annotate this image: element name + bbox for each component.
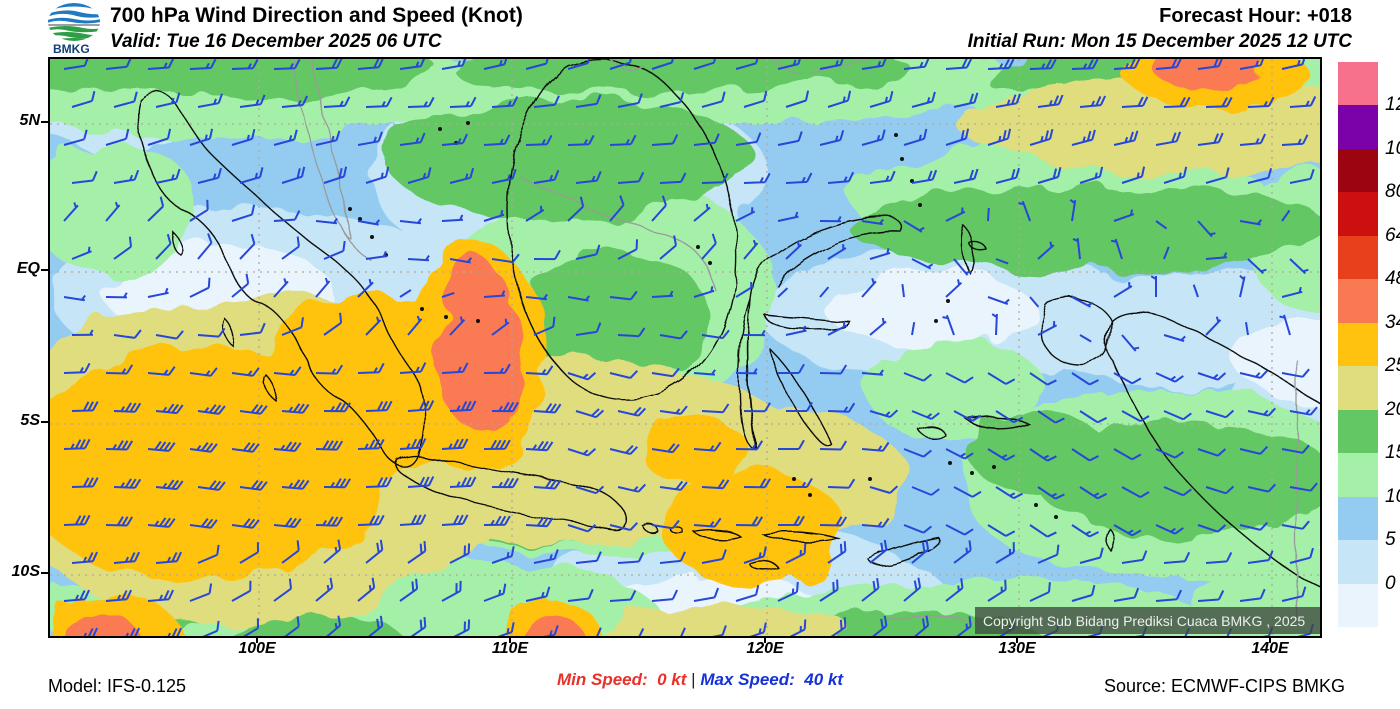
source-label: Source: ECMWF-CIPS BMKG (1103, 676, 1345, 696)
lon-tick-mark (256, 636, 258, 643)
lon-tick-label: 100E (238, 640, 276, 657)
map-canvas[interactable]: Copyright Sub Bidang Prediksi Cuaca BMKG… (48, 57, 1322, 638)
colorbar-cell (1338, 366, 1378, 410)
copyright-bar: Copyright Sub Bidang Prediksi Cuaca BMKG… (975, 607, 1320, 634)
colorbar-cell (1338, 540, 1378, 584)
foreign-coasts (293, 59, 1297, 624)
lon-tick-label: 120E (746, 640, 784, 657)
colorbar-tick-label: 120 (1385, 94, 1400, 116)
colorbar-tick-label: 10 (1385, 485, 1400, 507)
speed-shading (50, 59, 1320, 636)
lat-tick-label: 5S (20, 412, 40, 429)
colorbar-cell (1338, 62, 1378, 106)
header: BMKG 700 hPa Wind Direction and Speed (K… (0, 0, 1400, 56)
lat-tick-label: 10S (11, 563, 40, 580)
wind-speed-colorbar (1338, 62, 1378, 628)
colorbar-cell (1338, 192, 1378, 236)
initial-run-label: Initial Run: Mon 15 December 2025 12 UTC (967, 31, 1352, 52)
colorbar-labels: 120 100 80 64 48 34 25 20 15 10 5 0 (1385, 62, 1400, 627)
colorbar-tick-label: 25 (1385, 355, 1400, 377)
lon-tick-mark (764, 636, 766, 643)
lat-tick-mark (41, 572, 49, 574)
lat-tick-mark (41, 421, 49, 423)
valid-time-label: Valid: Tue 16 December 2025 06 UTC (110, 31, 442, 52)
copyright-text: Copyright Sub Bidang Prediksi Cuaca BMKG… (983, 613, 1305, 629)
lon-tick-label: 130E (998, 640, 1036, 657)
forecast-hour-label: Forecast Hour: +018 (1159, 5, 1352, 27)
colorbar-tick-label: 34 (1385, 311, 1400, 333)
title-block: 700 hPa Wind Direction and Speed (Knot) … (110, 3, 523, 54)
colorbar-cell (1338, 453, 1378, 497)
colorbar-cell (1338, 105, 1378, 149)
wind-map-svg: Copyright Sub Bidang Prediksi Cuaca BMKG… (50, 59, 1320, 636)
colorbar-tick-label: 0 (1385, 572, 1396, 594)
footer: Model: IFS-0.125 Min Speed: 0 kt | Max S… (0, 668, 1400, 708)
page-title: 700 hPa Wind Direction and Speed (Knot) (110, 4, 523, 27)
lon-tick-label: 110E (491, 640, 529, 657)
colorbar-tick-label: 100 (1385, 137, 1400, 159)
lat-tick-label: EQ (16, 260, 40, 277)
colorbar-cell (1338, 235, 1378, 280)
run-info-block: Forecast Hour: +018 Initial Run: Mon 15 … (968, 3, 1352, 54)
colorbar-cell (1338, 409, 1378, 454)
graticule (50, 59, 1320, 636)
lon-tick-mark (1016, 636, 1018, 643)
colorbar-cell (1338, 496, 1378, 541)
colorbar-tick-label: 48 (1385, 268, 1400, 290)
max-speed-label: Max Speed: 40 kt (700, 670, 843, 689)
colorbar-cell (1338, 279, 1378, 323)
lat-tick-mark (41, 269, 49, 271)
lon-tick-mark (509, 636, 511, 643)
colorbar-tick-label: 80 (1385, 181, 1400, 203)
coastlines (136, 60, 1320, 588)
colorbar-cell (1338, 148, 1378, 193)
wind-barbs (63, 59, 1318, 636)
colorbar-tick-label: 20 (1385, 398, 1400, 420)
lon-tick-mark (1269, 636, 1271, 643)
colorbar-tick-label: 15 (1385, 442, 1400, 464)
lon-tick-label: 140E (1251, 640, 1289, 657)
colorbar-tick-label: 5 (1385, 529, 1396, 551)
bmkg-logo-icon: BMKG (48, 3, 100, 55)
colorbar-cell (1338, 322, 1378, 367)
lat-tick-mark (41, 121, 49, 123)
speed-summary: Min Speed: 0 kt | Max Speed: 40 kt (0, 670, 1400, 690)
colorbar-tick-label: 64 (1385, 224, 1400, 246)
colorbar-cell (1338, 583, 1378, 628)
min-speed-label: Min Speed: 0 kt (557, 670, 687, 689)
model-label: Model: IFS-0.125 (48, 676, 187, 696)
bmkg-logo-text: BMKG (53, 42, 90, 55)
speed-separator: | (691, 670, 696, 689)
lat-tick-label: 5N (19, 112, 40, 129)
